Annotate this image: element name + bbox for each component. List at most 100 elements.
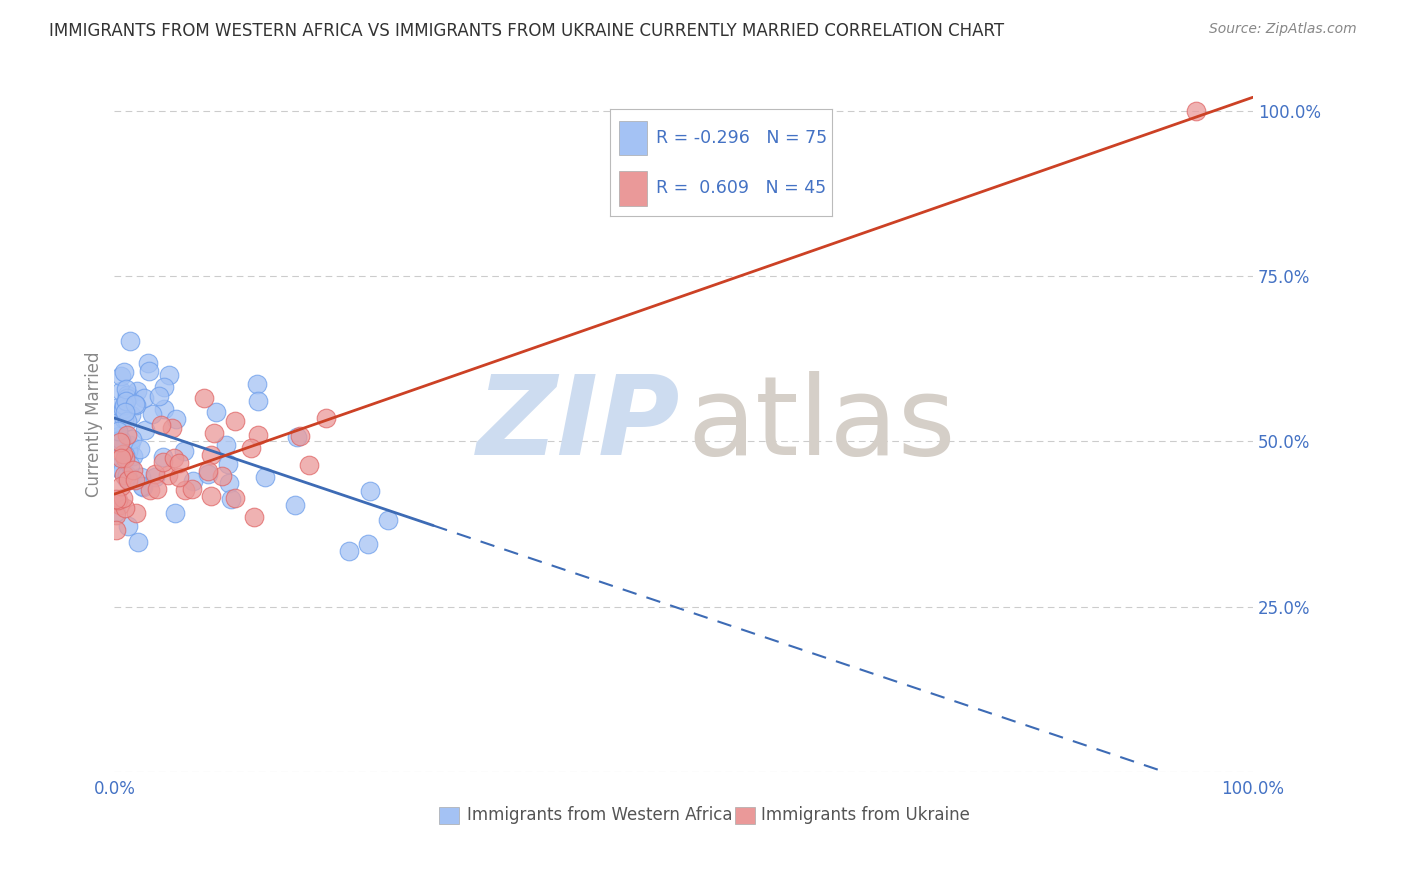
Text: ZIP: ZIP <box>477 371 681 478</box>
Point <box>247 427 270 442</box>
Point <box>122 449 145 463</box>
Point <box>167 469 190 483</box>
Point <box>337 544 360 558</box>
Point <box>152 455 174 469</box>
Point <box>111 464 134 478</box>
Point <box>105 508 128 522</box>
Point <box>114 382 136 396</box>
Point <box>219 491 242 506</box>
Point <box>117 391 139 405</box>
Point <box>211 469 233 483</box>
Point <box>108 460 131 475</box>
Point <box>112 399 135 413</box>
Point <box>108 436 131 450</box>
Point <box>129 469 152 483</box>
Point <box>160 421 183 435</box>
Point <box>173 443 195 458</box>
Point <box>107 493 129 508</box>
Point <box>127 534 149 549</box>
Point <box>152 380 174 394</box>
Point <box>224 414 246 428</box>
Point <box>218 476 240 491</box>
Point <box>143 470 166 484</box>
Point <box>162 450 184 465</box>
Point <box>115 467 138 482</box>
Point <box>239 441 262 455</box>
Point <box>108 429 131 443</box>
Point <box>120 438 142 452</box>
Point <box>215 438 238 452</box>
Point <box>193 392 215 406</box>
Y-axis label: Currently Married: Currently Married <box>86 352 103 498</box>
Point <box>138 364 160 378</box>
Point <box>146 483 169 497</box>
Point <box>284 498 307 512</box>
Point <box>115 388 138 402</box>
Point <box>152 401 174 416</box>
Point <box>152 450 174 465</box>
Point <box>114 451 136 466</box>
Point <box>247 393 270 408</box>
Point <box>112 398 135 412</box>
Point <box>112 467 135 482</box>
Point <box>139 483 162 497</box>
Point <box>197 467 219 481</box>
Point <box>180 482 202 496</box>
Point <box>105 460 128 475</box>
Point <box>107 424 129 438</box>
Point <box>115 428 138 442</box>
Point <box>118 334 141 348</box>
Text: Immigrants from Ukraine: Immigrants from Ukraine <box>761 806 970 824</box>
Point <box>112 365 135 379</box>
Point <box>118 473 141 487</box>
Point <box>165 506 187 520</box>
Point <box>112 411 135 425</box>
Point <box>104 523 127 537</box>
Point <box>118 458 141 473</box>
Point <box>108 498 131 512</box>
Point <box>197 464 219 478</box>
Point <box>290 429 312 443</box>
FancyBboxPatch shape <box>439 806 460 824</box>
Point <box>315 411 337 425</box>
Point <box>357 537 380 551</box>
Point <box>110 479 132 493</box>
Text: Immigrants from Western Africa: Immigrants from Western Africa <box>467 806 733 824</box>
Point <box>243 510 266 524</box>
Point <box>125 384 148 399</box>
Text: Source: ZipAtlas.com: Source: ZipAtlas.com <box>1209 22 1357 37</box>
Point <box>117 444 139 458</box>
Point <box>129 442 152 456</box>
Point <box>285 430 308 444</box>
Point <box>121 432 143 446</box>
Point <box>115 414 138 428</box>
Point <box>298 458 321 473</box>
Point <box>200 489 222 503</box>
Point <box>150 418 173 433</box>
Point <box>112 402 135 417</box>
Point <box>359 484 381 499</box>
Point <box>108 435 131 450</box>
Point <box>110 450 132 465</box>
Point <box>200 449 222 463</box>
Text: atlas: atlas <box>688 371 956 478</box>
Point <box>121 463 143 477</box>
Point <box>157 368 180 382</box>
Point <box>1185 103 1208 118</box>
Point <box>110 384 132 399</box>
Point <box>134 424 156 438</box>
Point <box>205 405 228 419</box>
Point <box>104 417 127 431</box>
Text: IMMIGRANTS FROM WESTERN AFRICA VS IMMIGRANTS FROM UKRAINE CURRENTLY MARRIED CORR: IMMIGRANTS FROM WESTERN AFRICA VS IMMIGR… <box>49 22 1004 40</box>
Point <box>124 397 146 411</box>
Point <box>181 475 204 489</box>
Point <box>254 470 277 484</box>
Point <box>217 457 239 471</box>
Point <box>134 391 156 405</box>
Point <box>115 471 138 485</box>
Point <box>224 491 246 505</box>
Point <box>104 505 127 519</box>
Point <box>105 434 128 448</box>
Point <box>114 405 136 419</box>
Point <box>125 398 148 412</box>
